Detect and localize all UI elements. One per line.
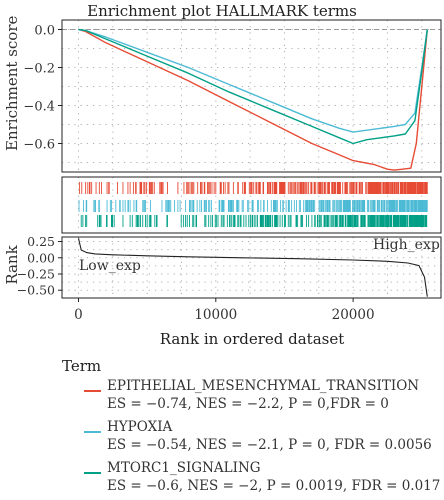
y-tick-label: −0.25	[17, 266, 55, 281]
legend-series-name: HYPOXIA	[107, 419, 173, 435]
legend-series-stats: ES = −0.74, NES = −2.2, P = 0,FDR = 0	[107, 396, 389, 412]
es-y-axis-label: Enrichment score	[3, 15, 21, 151]
y-tick-label: 0.0	[34, 24, 55, 39]
y-tick-label: −0.50	[17, 283, 55, 298]
legend-series-stats: ES = −0.54, NES = −2.1, P = 0, FDR = 0.0…	[107, 437, 432, 453]
rank-y-axis-label: Rank	[3, 245, 21, 285]
chart-title: Enrichment plot HALLMARK terms	[87, 2, 357, 20]
es-curve-epithelial-mesenchymal-transition	[78, 28, 428, 171]
legend-series-name: EPITHELIAL_MESENCHYMAL_TRANSITION	[107, 378, 420, 394]
legend-title: Term	[62, 357, 102, 375]
y-tick-label: 0.25	[27, 234, 55, 249]
x-axis-label: Rank in ordered dataset	[159, 330, 345, 348]
panel-frame	[61, 176, 442, 234]
y-tick-label: −0.4	[23, 100, 55, 115]
panel-frame	[61, 19, 442, 173]
panel-frame	[61, 236, 442, 299]
y-tick-label: −0.2	[23, 62, 55, 77]
high-exp-annotation: High_exp	[373, 237, 440, 253]
legend-key	[84, 431, 101, 433]
legend-key	[84, 390, 101, 392]
y-tick-label: −0.6	[23, 138, 55, 153]
es-curve-hypoxia	[78, 28, 428, 133]
rank-metric-curve	[77, 238, 428, 297]
x-tick-label: 0	[74, 307, 83, 323]
legend-key	[84, 472, 101, 474]
es-curve-mtorc1-signaling	[78, 28, 428, 145]
low-exp-annotation: Low_exp	[79, 258, 141, 274]
legend-series-name: MTORC1_SIGNALING	[107, 460, 261, 476]
x-tick-label: 10000	[194, 307, 237, 323]
x-tick-label: 20000	[332, 307, 375, 323]
hit-marks-epithelial-mesenchymal-transition	[79, 182, 428, 194]
y-tick-label: 0.00	[27, 250, 55, 265]
legend-series-stats: ES = −0.6, NES = −2, P = 0.0019, FDR = 0…	[107, 478, 441, 494]
hit-marks-mtorc1-signaling	[80, 215, 428, 227]
hit-marks-hypoxia	[78, 200, 428, 212]
